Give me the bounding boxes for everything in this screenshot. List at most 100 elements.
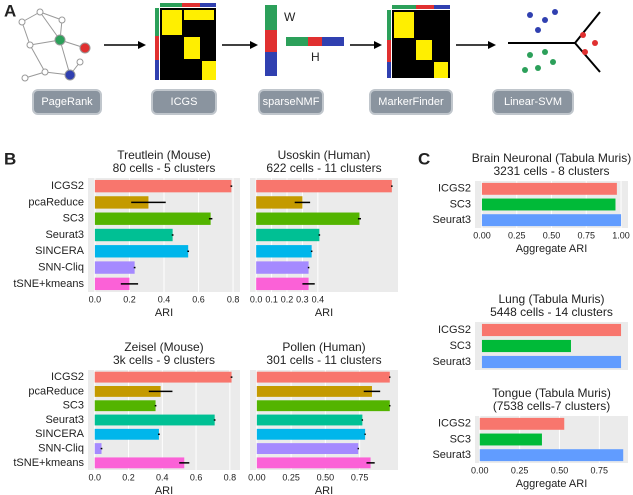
y-tick-label: Seurat3 [432, 449, 471, 461]
chart-title: Pollen (Human) [282, 340, 365, 354]
bar [481, 198, 616, 211]
x-tick-label: 0.50 [317, 472, 335, 482]
bar [481, 339, 571, 353]
panel-label: B [4, 149, 16, 168]
x-tick-label: 1.00 [612, 230, 630, 240]
chart-title: Usoskin (Human) [278, 148, 371, 162]
x-tick-label: 0.25 [508, 230, 526, 240]
bar [256, 245, 312, 258]
bar [256, 228, 320, 242]
step-label: MarkerFinder [378, 96, 444, 108]
bar [479, 449, 624, 462]
x-tick-label: 0.25 [511, 465, 529, 475]
bar [94, 261, 135, 274]
y-tick-label: ICGS2 [438, 183, 471, 195]
bar [256, 386, 372, 397]
bar [256, 196, 303, 209]
bar [256, 261, 309, 274]
y-tick-label: SNN-Cliq [38, 261, 84, 273]
chart-subtitle: 622 cells - 11 clusters [266, 161, 381, 175]
heatmap-icon [387, 5, 450, 78]
bar [94, 196, 149, 209]
panel-label: A [4, 1, 16, 20]
bar [94, 457, 185, 469]
x-tick-label: 0.6 [190, 472, 203, 482]
y-tick-label: SC3 [450, 340, 471, 352]
heatmap-icon [155, 3, 216, 80]
x-axis-label: Aggregate ARI [516, 478, 588, 490]
x-tick-label: 0.1 [265, 294, 278, 304]
x-tick-label: 0.2 [122, 472, 135, 482]
x-tick-label: 0.6 [192, 294, 205, 304]
x-tick-label: 0.8 [224, 472, 237, 482]
x-tick-label: 0.2 [281, 294, 294, 304]
chart-subtitle: 301 cells - 11 clusters [266, 353, 381, 367]
bar [94, 386, 161, 397]
x-tick-label: 0.25 [282, 472, 300, 482]
bar [94, 212, 211, 225]
chart-subtitle: 3k cells - 9 clusters [113, 353, 215, 367]
x-tick-label: 0.0 [89, 294, 102, 304]
x-axis-label: ARI [315, 485, 333, 495]
x-tick-label: 0.4 [158, 294, 171, 304]
bar [94, 443, 102, 454]
bar [481, 355, 622, 369]
nmf-icon [265, 5, 344, 76]
bar [256, 371, 390, 383]
x-axis-label: ARI [315, 307, 333, 319]
y-tick-label: SNN-Cliq [38, 442, 84, 454]
y-tick-label: ICGS2 [51, 371, 84, 383]
bar [256, 457, 371, 469]
x-tick-label: 0.00 [471, 465, 489, 475]
chart-subtitle: 5448 cells - 14 clusters [490, 305, 613, 319]
x-tick-label: 0.75 [351, 472, 369, 482]
chart-title: Zeisel (Mouse) [124, 340, 203, 354]
bar [256, 179, 392, 193]
bar [256, 443, 359, 454]
bar [256, 414, 363, 426]
bar [481, 214, 622, 227]
bar [479, 417, 565, 430]
arrow [104, 41, 496, 49]
chart-title: Lung (Tabula Muris) [498, 292, 604, 306]
bar [481, 182, 617, 195]
panel-label: C [418, 149, 430, 168]
bar [94, 400, 156, 412]
x-tick-label: 0.8 [227, 294, 240, 304]
y-tick-label: ICGS2 [51, 180, 84, 192]
chart-title: Tongue (Tabula Muris) [492, 386, 611, 400]
h-label: H [311, 50, 320, 64]
x-tick-label: 0.00 [248, 472, 266, 482]
x-tick-label: 0.3 [296, 294, 309, 304]
chart-subtitle: (7538 cells-7 clusters) [493, 399, 610, 413]
bar [94, 245, 189, 258]
step-label: PageRank [41, 96, 93, 108]
y-tick-label: SC3 [450, 198, 471, 210]
y-tick-label: Seurat3 [45, 229, 84, 241]
bar [256, 212, 360, 225]
step-box [32, 89, 574, 115]
y-tick-label: pcaReduce [28, 196, 84, 208]
x-axis-label: ARI [155, 485, 173, 495]
x-axis-label: ARI [155, 307, 173, 319]
w-label: W [284, 10, 296, 24]
bar [94, 228, 173, 242]
y-tick-label: tSNE+kmeans [13, 457, 84, 469]
y-tick-label: SINCERA [35, 428, 85, 440]
x-tick-label: 0.00 [473, 230, 491, 240]
y-tick-label: tSNE+kmeans [13, 278, 84, 290]
y-tick-label: SC3 [63, 213, 84, 225]
x-tick-label: 0.4 [312, 294, 325, 304]
y-tick-label: pcaReduce [28, 385, 84, 397]
y-tick-label: SC3 [63, 400, 84, 412]
chart-subtitle: 80 cells - 5 clusters [113, 161, 216, 175]
y-tick-label: ICGS2 [438, 418, 471, 430]
x-tick-label: 0.0 [88, 472, 101, 482]
x-tick-label: 0.50 [551, 465, 569, 475]
bar [256, 428, 366, 440]
bar [256, 400, 390, 412]
y-tick-label: ICGS2 [438, 324, 471, 336]
bar [94, 179, 232, 193]
bar [94, 277, 130, 291]
